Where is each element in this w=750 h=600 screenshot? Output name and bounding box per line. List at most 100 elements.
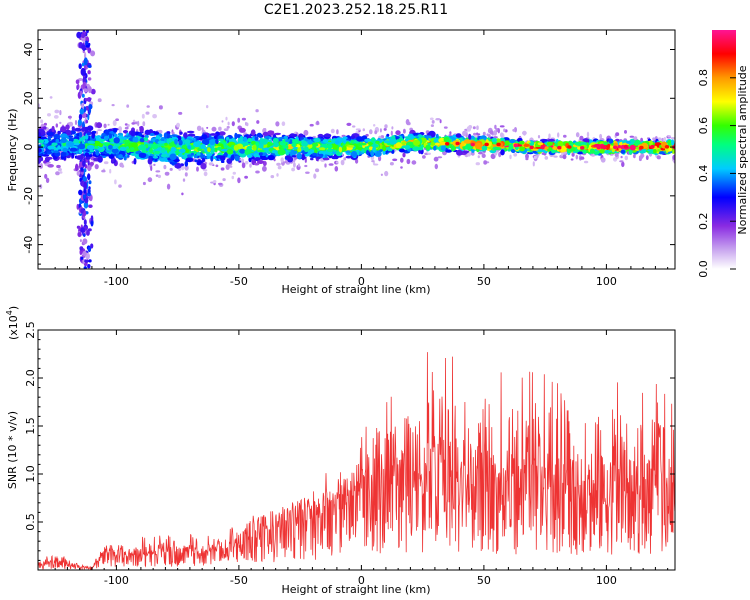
ridge-blob [285,139,291,143]
x-tick-label: -100 [104,574,129,587]
ridge-blob [283,135,289,140]
ridge-blob [179,148,186,153]
ridge-blob [430,142,436,146]
ridge-blob [52,134,60,138]
ridge-blob [494,147,502,151]
streak-blob [83,106,87,113]
spectrogram-y-label: Frequency (Hz) [6,109,19,192]
ridge-blob [226,148,234,155]
ridge-blob [149,147,153,153]
x-tick-label: -50 [230,275,248,288]
noise-blob [45,177,50,183]
streak-blob [85,119,89,124]
ridge-blob [201,157,206,163]
ridge-blob [86,132,91,136]
noise-blob [184,165,189,171]
ridge-blob [95,150,100,156]
noise-blob [111,104,115,107]
ridge-blob [214,147,218,153]
streak-blob [88,204,93,208]
noise-blob [657,137,662,141]
ridge-blob [391,149,395,154]
ridge-blob [42,154,50,157]
ridge-blob [312,152,317,156]
ridge-blob [261,157,269,161]
ridge-blob [147,158,153,165]
noise-blob [624,130,627,134]
ridge-blob [239,148,246,154]
streak-blob [87,246,92,253]
ridge-blob [193,141,201,148]
noise-blob [246,122,249,127]
noise-blob [499,125,505,128]
ridge-blob [169,153,177,161]
noise-blob [405,119,410,125]
snr-line [38,352,675,570]
noise-blob [103,123,107,129]
noise-blob [486,133,490,137]
streak-blob [84,259,89,263]
y-tick-label: 2.5 [24,321,37,339]
streak-blob [82,258,86,264]
noise-blob [59,171,63,174]
noise-blob [182,178,186,182]
streak-blob [90,243,94,249]
ridge-blob [603,141,608,146]
ridge-blob [323,157,330,161]
ridge-blob [78,143,86,150]
noise-blob [124,123,128,126]
streak-blob [83,219,87,226]
noise-blob [270,175,275,179]
ridge-blob [38,132,42,138]
ridge-blob [69,147,78,152]
ridge-blob [342,145,347,151]
ridge-blob [238,127,246,133]
noise-blob [437,156,443,159]
ridge-blob [346,145,355,148]
ridge-blob [47,145,55,150]
ridge-blob [582,149,587,154]
y-tick-label: 40 [22,43,35,57]
streak-blob [75,163,79,172]
colorbar: 0.0 0.2 0.4 0.6 0.8 Normalized spectral ampl… [697,30,749,278]
noise-blob [55,171,60,176]
ridge-blob [89,149,95,153]
streak-blob [88,180,92,185]
noise-blob [575,154,578,160]
streak-blob [80,227,85,233]
noise-blob [145,111,150,115]
ridge-blob [120,137,128,140]
noise-blob [262,165,267,172]
ridge-blob [118,154,123,159]
ridge-blob [450,145,455,152]
ridge-blob [356,136,364,142]
noise-blob [562,154,567,160]
ridge-blob [386,133,390,137]
noise-blob [176,122,181,128]
noise-blob [158,105,163,110]
noise-blob [281,121,286,126]
noise-blob [121,164,125,168]
x-tick-label: -50 [230,574,248,587]
streak-blob [78,63,82,70]
noise-blob [157,174,161,179]
ridge-blob [359,142,367,146]
noise-blob [181,192,184,196]
ridge-blob [277,148,286,156]
noise-blob [147,177,153,183]
x-tick-label: 100 [596,574,617,587]
noise-blob [500,132,504,138]
noise-blob [237,117,241,123]
streak-blob [79,239,82,243]
noise-blob [292,159,296,163]
ridge-blob [174,138,178,145]
y-tick-label: -20 [22,187,35,205]
noise-blob [232,171,236,175]
streak-blob [87,64,92,68]
ridge-blob [625,140,631,144]
noise-blob [475,162,480,166]
noise-blob [124,126,129,130]
noise-blob [476,125,479,130]
ridge-blob [60,137,67,144]
